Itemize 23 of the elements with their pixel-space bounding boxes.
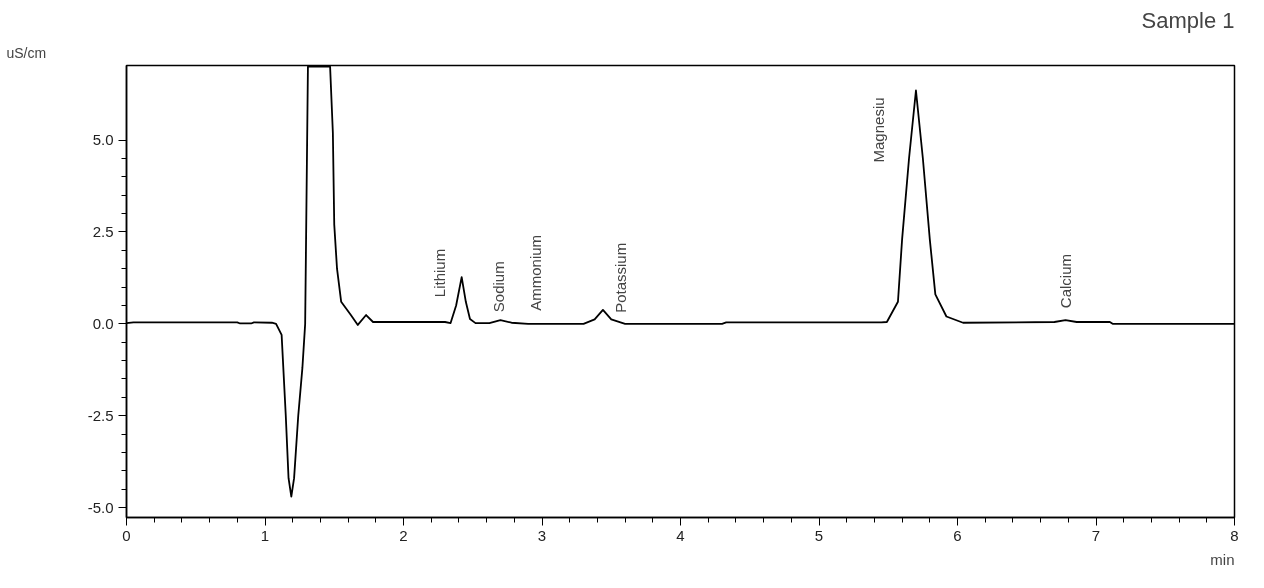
- x-tick-label: 2: [399, 526, 408, 544]
- x-tick-label: 1: [260, 526, 270, 544]
- annotation: Potassium: [612, 242, 630, 313]
- x-tick-label: 8: [1230, 526, 1239, 544]
- x-axis-title: min: [1210, 550, 1235, 568]
- x-tick-label: 0: [122, 526, 131, 544]
- annotation: Lithium: [431, 248, 449, 298]
- y-tick-label: 0.0: [92, 314, 114, 332]
- annotation: Sodium: [489, 261, 507, 313]
- y-tick-label: 2.5: [92, 222, 114, 240]
- y-tick-label: -2.5: [87, 406, 114, 424]
- x-tick-label: 6: [953, 526, 962, 544]
- x-tick-label: 3: [537, 526, 547, 544]
- annotation: Magnesiu: [870, 97, 888, 163]
- x-tick-label: 4: [676, 526, 685, 544]
- annotation: Ammonium: [526, 234, 544, 311]
- annotation: Calcium: [1057, 253, 1075, 309]
- x-tick-label: 5: [814, 526, 824, 544]
- y-axis-title: uS/cm: [6, 44, 47, 61]
- y-tick-label: 5.0: [92, 131, 114, 149]
- chart-title: Sample 1: [1141, 7, 1235, 33]
- x-tick-label: 7: [1091, 526, 1101, 544]
- y-tick-label: -5.0: [87, 498, 114, 516]
